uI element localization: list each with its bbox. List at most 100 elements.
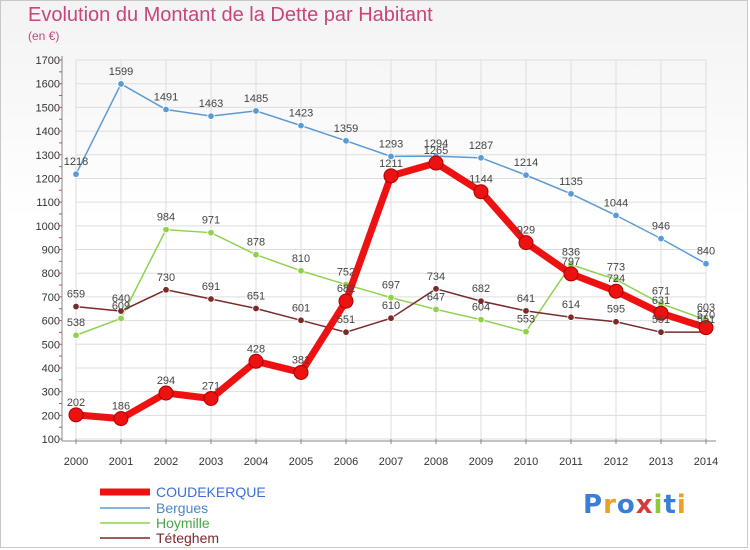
logo-letter: x <box>635 490 654 520</box>
data-point <box>698 320 714 336</box>
data-label: 1218 <box>64 156 88 168</box>
logo-letter: P <box>583 490 604 520</box>
data-label: 1599 <box>109 66 133 78</box>
data-point <box>162 225 170 234</box>
data-point <box>293 364 309 380</box>
y-tick-label: 1200 <box>36 173 60 185</box>
logo-letter: t <box>663 490 677 520</box>
x-tick-label: 2004 <box>244 456 268 468</box>
data-point <box>612 211 620 220</box>
data-label: 538 <box>67 317 85 329</box>
data-point <box>117 314 125 323</box>
data-label: 271 <box>202 380 220 392</box>
y-tick-label: 1300 <box>36 150 60 162</box>
data-label: 604 <box>472 302 490 314</box>
proxiti-logo: Proxiti <box>583 490 687 520</box>
y-tick-label: 500 <box>42 339 60 351</box>
data-label: 570 <box>697 310 715 322</box>
x-tick-label: 2009 <box>469 456 493 468</box>
data-label: 186 <box>112 401 130 413</box>
y-tick-label: 100 <box>42 434 60 446</box>
data-point <box>297 316 305 325</box>
y-tick-label: 1100 <box>36 197 60 209</box>
data-label: 381 <box>292 354 310 366</box>
data-label-layer: 1218 1599 1491 1463 1485 1423 1359 1293 1294 1287… <box>64 66 715 413</box>
data-label: 1287 <box>469 140 493 152</box>
data-label: 1144 <box>469 174 493 186</box>
x-tick-label: 2003 <box>199 456 223 468</box>
x-tick-label: 2011 <box>559 456 583 468</box>
data-point <box>252 107 260 115</box>
data-label: 651 <box>247 290 265 302</box>
data-label: 551 <box>652 314 670 326</box>
data-point <box>473 184 489 200</box>
x-tick-label: 2013 <box>649 456 673 468</box>
y-tick-label: 400 <box>42 363 60 375</box>
data-label: 797 <box>562 256 580 268</box>
x-tick-label: 2005 <box>289 456 313 468</box>
y-tick-label: 200 <box>42 410 60 422</box>
data-point <box>297 121 305 130</box>
data-point <box>432 305 440 314</box>
x-tick-label: 2007 <box>379 456 403 468</box>
logo-letter: i <box>676 490 687 520</box>
x-tick-label: 2002 <box>154 456 178 468</box>
y-tick-label: 1700 <box>36 55 60 67</box>
data-point <box>657 234 665 243</box>
data-point <box>522 327 530 336</box>
data-point <box>477 154 485 162</box>
data-label: 840 <box>697 246 715 258</box>
data-point <box>477 315 485 324</box>
data-point <box>387 293 395 302</box>
y-tick-label: 700 <box>42 292 60 304</box>
data-label: 603 <box>697 302 715 314</box>
data-label: 878 <box>247 237 265 249</box>
data-point <box>113 411 129 427</box>
series-layer <box>68 80 714 427</box>
data-label: 601 <box>292 302 310 314</box>
data-label: 773 <box>607 262 625 274</box>
x-tick-label: 2001 <box>109 456 133 468</box>
data-point <box>387 152 395 161</box>
data-label: 730 <box>157 272 175 284</box>
data-label: 595 <box>607 304 625 316</box>
x-tick-label: 2006 <box>334 456 358 468</box>
data-point <box>162 286 170 294</box>
data-point <box>72 170 80 178</box>
data-point <box>657 328 665 336</box>
data-point <box>563 266 579 282</box>
logo-letter: i <box>653 490 664 520</box>
legend-label: Bergues <box>156 500 208 516</box>
data-point <box>117 307 125 315</box>
data-label: 671 <box>652 286 670 298</box>
data-point <box>162 105 170 114</box>
data-point <box>612 318 620 326</box>
legend-label: Téteghem <box>156 530 219 546</box>
data-label: 428 <box>247 343 265 355</box>
data-point <box>117 80 125 88</box>
data-point <box>248 353 264 369</box>
data-point <box>203 390 219 406</box>
axis-layer: 100 200 300 400 500 600 700 800 900 1000 1100 1200 1… <box>36 55 719 468</box>
data-point <box>608 283 624 299</box>
x-tick-label: 2010 <box>514 456 538 468</box>
chart-subtitle: (en €) <box>28 29 60 43</box>
data-point <box>72 302 80 311</box>
data-point <box>207 295 215 303</box>
data-point <box>428 155 444 171</box>
data-point <box>297 267 305 275</box>
data-label: 659 <box>67 289 85 301</box>
data-label: 971 <box>202 215 220 227</box>
data-label: 641 <box>517 293 535 305</box>
legend-label: Hoymille <box>156 515 210 531</box>
y-tick-label: 1000 <box>36 221 60 233</box>
data-label: 553 <box>517 314 535 326</box>
data-label: 1214 <box>514 157 538 169</box>
data-point <box>387 314 395 322</box>
y-tick-label: 800 <box>42 268 60 280</box>
data-label: 1135 <box>559 176 583 188</box>
data-label: 682 <box>472 283 490 295</box>
logo-letter: r <box>603 490 617 520</box>
data-point <box>612 275 620 284</box>
